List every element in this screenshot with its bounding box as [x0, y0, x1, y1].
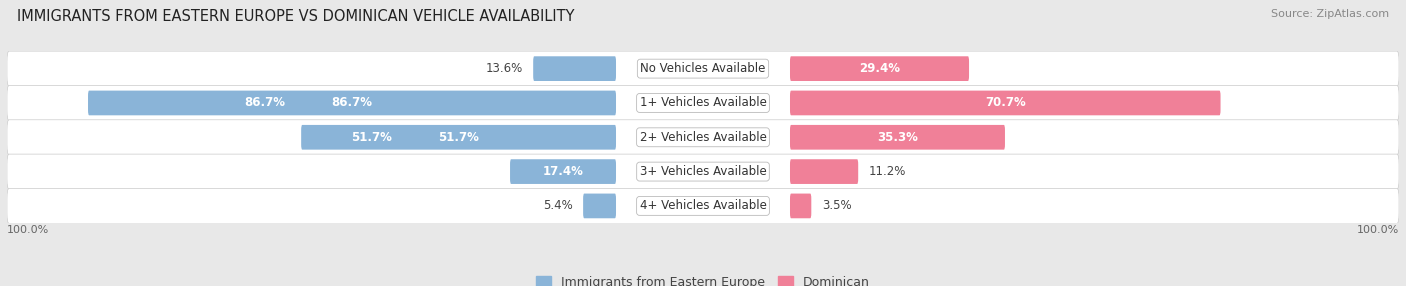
FancyBboxPatch shape [7, 120, 1399, 155]
Text: 4+ Vehicles Available: 4+ Vehicles Available [640, 199, 766, 212]
Text: 100.0%: 100.0% [1357, 225, 1399, 235]
Text: 5.4%: 5.4% [543, 199, 572, 212]
Text: 3.5%: 3.5% [821, 199, 852, 212]
FancyBboxPatch shape [7, 188, 1399, 223]
Text: Source: ZipAtlas.com: Source: ZipAtlas.com [1271, 9, 1389, 19]
Text: IMMIGRANTS FROM EASTERN EUROPE VS DOMINICAN VEHICLE AVAILABILITY: IMMIGRANTS FROM EASTERN EUROPE VS DOMINI… [17, 9, 575, 23]
FancyBboxPatch shape [7, 86, 1399, 120]
FancyBboxPatch shape [583, 194, 616, 218]
Text: 86.7%: 86.7% [245, 96, 285, 110]
FancyBboxPatch shape [790, 194, 811, 218]
Text: 51.7%: 51.7% [439, 131, 479, 144]
FancyBboxPatch shape [790, 159, 858, 184]
Text: 11.2%: 11.2% [869, 165, 905, 178]
FancyBboxPatch shape [790, 125, 1005, 150]
Text: 17.4%: 17.4% [456, 165, 496, 178]
Text: 29.4%: 29.4% [859, 62, 900, 75]
Text: 35.3%: 35.3% [877, 131, 918, 144]
FancyBboxPatch shape [7, 51, 1399, 86]
FancyBboxPatch shape [510, 159, 616, 184]
Text: 13.6%: 13.6% [485, 62, 523, 75]
Text: 2+ Vehicles Available: 2+ Vehicles Available [640, 131, 766, 144]
Text: 100.0%: 100.0% [7, 225, 49, 235]
Text: 1+ Vehicles Available: 1+ Vehicles Available [640, 96, 766, 110]
Text: 3+ Vehicles Available: 3+ Vehicles Available [640, 165, 766, 178]
FancyBboxPatch shape [7, 154, 1399, 189]
Text: 70.7%: 70.7% [984, 96, 1025, 110]
Text: No Vehicles Available: No Vehicles Available [640, 62, 766, 75]
FancyBboxPatch shape [790, 91, 1220, 115]
FancyBboxPatch shape [790, 56, 969, 81]
Legend: Immigrants from Eastern Europe, Dominican: Immigrants from Eastern Europe, Dominica… [536, 276, 870, 286]
Text: 51.7%: 51.7% [352, 131, 392, 144]
Text: 17.4%: 17.4% [543, 165, 583, 178]
FancyBboxPatch shape [533, 56, 616, 81]
FancyBboxPatch shape [301, 125, 616, 150]
Text: 86.7%: 86.7% [332, 96, 373, 110]
FancyBboxPatch shape [89, 91, 616, 115]
